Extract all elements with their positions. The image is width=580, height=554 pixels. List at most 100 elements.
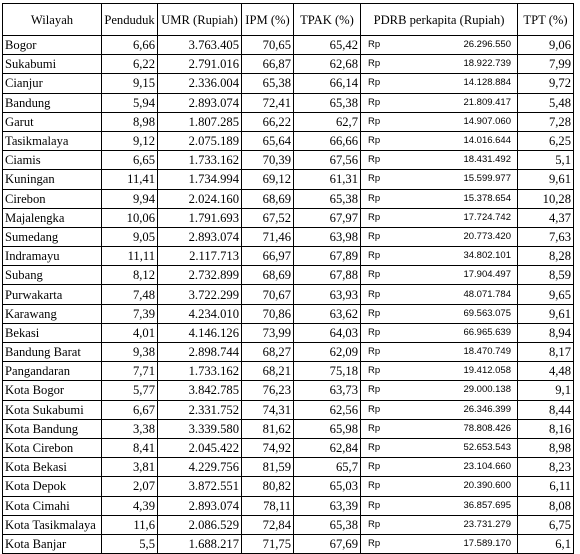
cell-wilayah: Pangandaran xyxy=(2,361,102,382)
table-row: Sumedang 9,05 2.893.074 71,46 63,98 Rp 20.773.… xyxy=(2,226,574,248)
cell-tpak: 65,42 xyxy=(293,34,361,56)
cell-umr: 2.024.160 xyxy=(157,188,242,209)
cell-umr: 1.734.994 xyxy=(157,169,242,190)
cell-pdrb: Rp 23.731.279 xyxy=(360,514,518,535)
cell-tpt: 8,94 xyxy=(517,322,574,344)
pdrb-value: 15.378.654 xyxy=(463,192,511,204)
currency-symbol: Rp xyxy=(368,518,381,530)
cell-penduduk: 5,5 xyxy=(101,533,158,554)
cell-pdrb: Rp 15.378.654 xyxy=(360,188,518,209)
table-row: Ciamis 6,65 1.733.162 70,39 67,56 Rp 18.431.49… xyxy=(2,150,574,171)
table-row: Cianjur 9,15 2.336.004 65,38 66,14 Rp 14.128.8… xyxy=(2,73,574,94)
table-row: Cirebon 9,94 2.024.160 68,69 65,38 Rp 15.378.6… xyxy=(2,188,574,209)
cell-wilayah: Kota Sukabumi xyxy=(2,399,102,420)
cell-penduduk: 6,22 xyxy=(101,54,158,75)
cell-tpt: 9,65 xyxy=(517,284,574,305)
cell-penduduk: 9,15 xyxy=(101,73,158,94)
table-row: Bandung 5,94 2.893.074 72,41 65,38 Rp 21.809.4… xyxy=(2,92,574,113)
cell-umr: 3.872.551 xyxy=(157,476,242,497)
cell-wilayah: Majalengka xyxy=(2,207,102,228)
cell-tpt: 8,23 xyxy=(517,457,574,478)
cell-wilayah: Kota Bogor xyxy=(2,380,102,401)
cell-penduduk: 6,66 xyxy=(101,34,158,56)
cell-tpak: 63,73 xyxy=(293,380,361,401)
pdrb-value: 21.809.417 xyxy=(463,96,511,108)
cell-wilayah: Kota Cirebon xyxy=(2,437,102,459)
pdrb-value: 48.071.784 xyxy=(463,288,511,300)
currency-symbol: Rp xyxy=(368,192,381,204)
cell-tpt: 7,63 xyxy=(517,226,574,248)
cell-pdrb: Rp 14.907.060 xyxy=(360,111,518,132)
cell-ipm: 70,65 xyxy=(241,34,294,56)
header-pdrb: PDRB perkapita (Rupiah) xyxy=(360,3,518,36)
cell-ipm: 74,92 xyxy=(241,437,294,459)
cell-penduduk: 3,38 xyxy=(101,418,158,439)
table-row: Bogor 6,66 3.763.405 70,65 65,42 Rp 26.296.550… xyxy=(2,34,574,56)
cell-umr: 2.893.074 xyxy=(157,226,242,248)
currency-symbol: Rp xyxy=(368,269,381,281)
cell-tpak: 61,31 xyxy=(293,169,361,190)
cell-ipm: 74,31 xyxy=(241,399,294,420)
cell-ipm: 68,69 xyxy=(241,265,294,286)
cell-umr: 2.893.074 xyxy=(157,92,242,113)
cell-umr: 2.331.752 xyxy=(157,399,242,420)
table-row: Kota Depok 2,07 3.872.551 80,82 65,03 Rp 20.39… xyxy=(2,476,574,497)
cell-tpak: 63,62 xyxy=(293,303,361,324)
cell-wilayah: Bekasi xyxy=(2,322,102,344)
cell-tpt: 8,28 xyxy=(517,246,574,267)
pdrb-value: 18.470.749 xyxy=(463,346,511,358)
cell-umr: 1.733.162 xyxy=(157,361,242,382)
cell-umr: 2.045.422 xyxy=(157,437,242,459)
header-penduduk: Penduduk xyxy=(101,3,158,36)
pdrb-value: 20.390.600 xyxy=(463,480,511,492)
cell-ipm: 72,84 xyxy=(241,514,294,535)
cell-pdrb: Rp 66.965.639 xyxy=(360,322,518,344)
table-row: Kota Cirebon 8,41 2.045.422 74,92 62,84 Rp 52.… xyxy=(2,437,574,459)
cell-tpt: 7,99 xyxy=(517,54,574,75)
cell-umr: 1.688.217 xyxy=(157,533,242,554)
cell-tpt: 8,17 xyxy=(517,341,574,363)
cell-tpak: 65,03 xyxy=(293,476,361,497)
cell-ipm: 67,52 xyxy=(241,207,294,228)
cell-tpak: 66,66 xyxy=(293,130,361,152)
cell-ipm: 80,82 xyxy=(241,476,294,497)
cell-wilayah: Bandung Barat xyxy=(2,341,102,363)
currency-symbol: Rp xyxy=(368,480,381,492)
cell-tpt: 4,37 xyxy=(517,207,574,228)
cell-tpak: 65,98 xyxy=(293,418,361,439)
cell-wilayah: Kota Cimahi xyxy=(2,495,102,516)
cell-tpt: 9,72 xyxy=(517,73,574,94)
pdrb-value: 26.346.399 xyxy=(463,403,511,415)
cell-umr: 2.117.713 xyxy=(157,246,242,267)
cell-umr: 2.893.074 xyxy=(157,495,242,516)
cell-tpak: 65,38 xyxy=(293,188,361,209)
cell-penduduk: 8,41 xyxy=(101,437,158,459)
pdrb-value: 66.965.639 xyxy=(463,326,511,338)
pdrb-value: 14.128.884 xyxy=(463,77,511,89)
cell-wilayah: Garut xyxy=(2,111,102,132)
cell-ipm: 68,27 xyxy=(241,341,294,363)
cell-penduduk: 9,38 xyxy=(101,341,158,363)
table-row: Kota Tasikmalaya 11,6 2.086.529 72,84 65,38 R… xyxy=(2,514,574,535)
cell-pdrb: Rp 17.724.742 xyxy=(360,207,518,228)
table-row: Kota Cimahi 4,39 2.893.074 78,11 63,39 Rp 36.8… xyxy=(2,495,574,516)
cell-umr: 3.763.405 xyxy=(157,34,242,56)
cell-penduduk: 11,41 xyxy=(101,169,158,190)
currency-symbol: Rp xyxy=(368,384,381,396)
currency-symbol: Rp xyxy=(368,39,381,51)
cell-tpak: 65,38 xyxy=(293,92,361,113)
cell-penduduk: 8,12 xyxy=(101,265,158,286)
cell-wilayah: Purwakarta xyxy=(2,284,102,305)
cell-penduduk: 2,07 xyxy=(101,476,158,497)
cell-tpt: 6,25 xyxy=(517,130,574,152)
cell-tpak: 65,38 xyxy=(293,514,361,535)
cell-tpt: 9,61 xyxy=(517,303,574,324)
cell-pdrb: Rp 20.390.600 xyxy=(360,476,518,497)
cell-ipm: 66,97 xyxy=(241,246,294,267)
cell-pdrb: Rp 18.431.492 xyxy=(360,150,518,171)
cell-wilayah: Kota Bandung xyxy=(2,418,102,439)
cell-penduduk: 11,6 xyxy=(101,514,158,535)
cell-penduduk: 4,01 xyxy=(101,322,158,344)
currency-symbol: Rp xyxy=(368,422,381,434)
currency-symbol: Rp xyxy=(368,77,381,89)
